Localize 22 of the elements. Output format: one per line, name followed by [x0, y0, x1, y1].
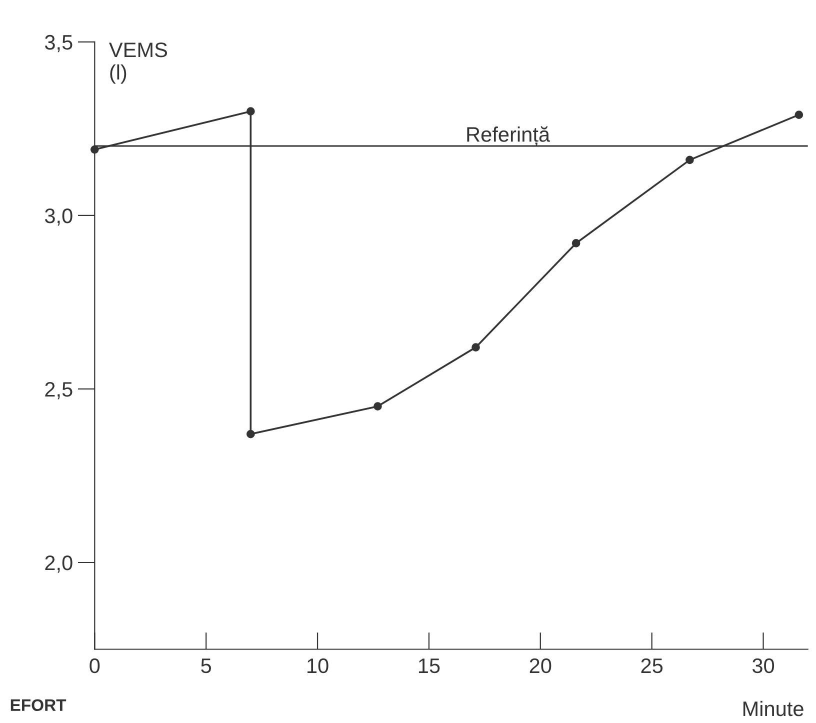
x-tick-label: 0 — [90, 658, 100, 674]
y-tick-label: 2,5 — [45, 382, 72, 400]
x-tick-label: 30 — [752, 658, 774, 674]
x-tick-label: 20 — [530, 658, 552, 674]
y-axis-title: VEMS (l) — [109, 42, 168, 84]
y-tick-label: 3,5 — [44, 34, 72, 52]
point — [374, 402, 382, 410]
y-tick-label: 2,0 — [45, 555, 72, 573]
point — [794, 110, 804, 119]
text: EFORT — [10, 699, 66, 712]
x-tick-label: 5 — [201, 658, 212, 674]
point — [686, 156, 694, 164]
x-tick-label: 10 — [308, 658, 328, 674]
x-tick-label: 15 — [418, 658, 440, 674]
point — [246, 430, 255, 438]
ref-line-label: Referință — [467, 126, 550, 146]
point — [572, 239, 580, 248]
x-axis-title: Minute — [743, 700, 804, 716]
point — [472, 343, 480, 352]
x-tick-label: 25 — [641, 658, 663, 674]
point — [246, 107, 255, 116]
y-tick-label: 3,0 — [44, 208, 72, 226]
